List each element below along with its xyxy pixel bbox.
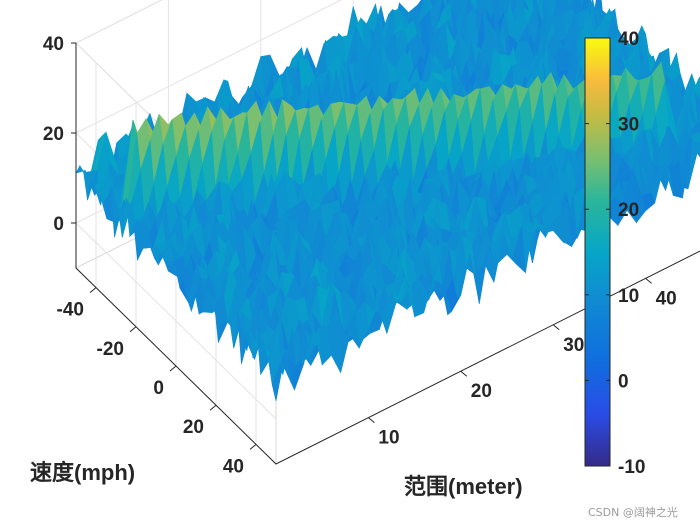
colorbar-tick-label: 10	[618, 286, 639, 307]
x-tick-mark	[552, 324, 560, 331]
y-tick-label: 40	[223, 456, 244, 477]
x-tick-label: 30	[563, 335, 584, 356]
x-tick-mark	[460, 370, 468, 377]
colorbar-tick-label: 20	[618, 200, 639, 221]
z-tick-label: 40	[43, 34, 64, 55]
y-tick-label: 0	[153, 378, 164, 399]
colorbar-gradient	[584, 37, 611, 467]
y-tick-mark	[89, 287, 97, 293]
colorbar-tick-label: -10	[618, 457, 645, 478]
x-tick-mark	[645, 278, 652, 284]
y-tick-label: 20	[183, 417, 204, 438]
z-tick-label: 20	[43, 124, 64, 145]
z-tick-label: 0	[53, 214, 64, 235]
x-tick-mark	[368, 417, 375, 423]
colorbar: -10 0 10 20 30 40	[584, 29, 645, 478]
y-tick-mark	[209, 404, 217, 411]
colorbar-tick-label: 30	[618, 115, 639, 136]
x-axis-label: 范围(meter)	[404, 474, 523, 499]
surface-plot	[75, 0, 700, 401]
x-tick-label: 40	[656, 288, 677, 309]
watermark: CSDN @阔神之光	[588, 505, 678, 519]
y-tick-label: -40	[57, 300, 84, 321]
surface-cell	[271, 352, 286, 401]
x-tick-label: 20	[471, 381, 492, 402]
y-axis-label: 速度(mph)	[30, 460, 135, 485]
y-tick-mark	[129, 326, 137, 333]
tick-labels: 10 20 30 40 -40 -20 0 20 40 0 20 40	[43, 34, 677, 477]
x-tick-label: 10	[378, 428, 399, 449]
colorbar-tick-label: 40	[618, 29, 639, 50]
y-tick-mark	[169, 365, 177, 372]
y-tick-label: -20	[97, 339, 124, 360]
y-tick-mark	[249, 444, 257, 450]
colorbar-tick-label: 0	[618, 371, 629, 392]
